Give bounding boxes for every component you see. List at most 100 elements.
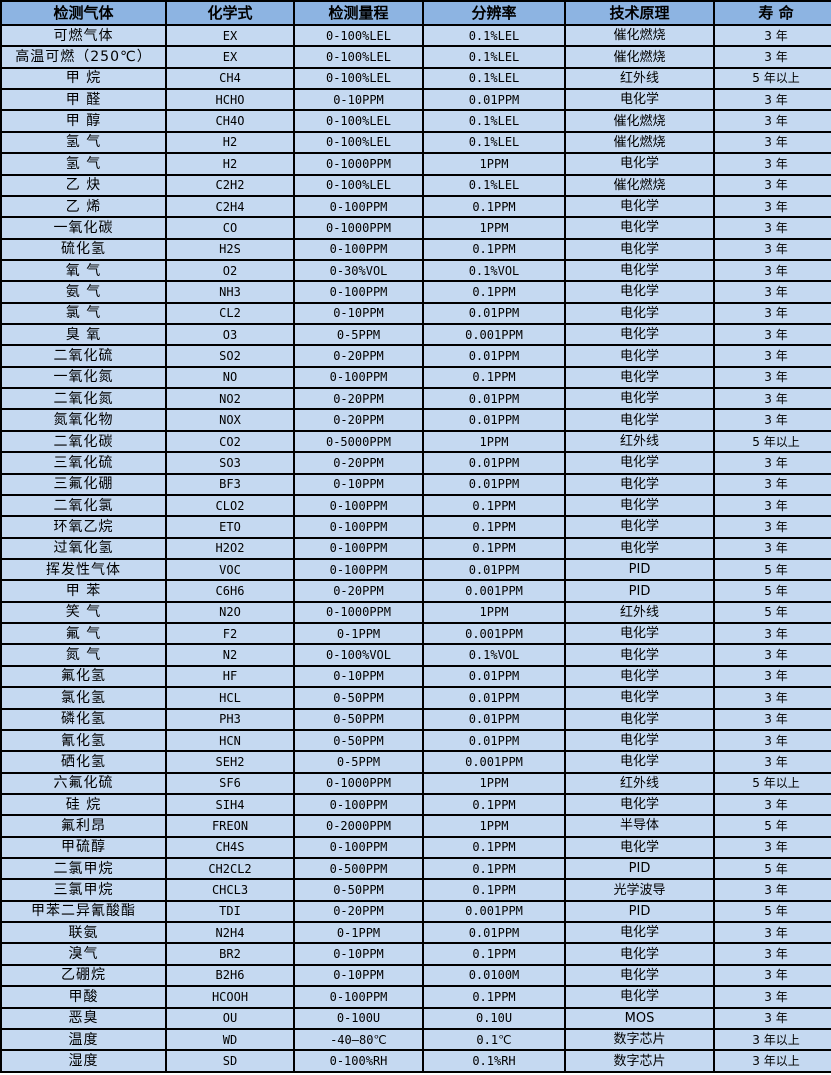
table-row: 二氯甲烷 CH2CL2 0-500PPM 0.1PPM PID 5 年: [0, 856, 831, 881]
cell-range: 0-50PPM: [293, 728, 424, 753]
table-row: 三氯甲烷 CHCL3 0-50PPM 0.1PPM 光学波导 3 年: [0, 878, 831, 902]
cell-resolution: 0.01PPM: [422, 387, 566, 411]
cell-gas_name: 磷化氢: [0, 707, 167, 731]
cell-principle: 催化燃烧: [564, 23, 715, 48]
cell-resolution: 0.1PPM: [422, 835, 566, 860]
cell-lifespan: 3 年: [713, 963, 831, 988]
cell-lifespan: 3 年: [713, 301, 831, 326]
cell-range: 0-10PPM: [293, 664, 424, 689]
cell-gas_name: 一氧化碳: [0, 216, 167, 240]
cell-principle: 红外线: [564, 429, 715, 454]
table-row: 湿度 SD 0-100%RH 0.1%RH 数字芯片 3 年以上: [0, 1049, 831, 1073]
cell-resolution: 0.01PPM: [422, 451, 566, 475]
cell-lifespan: 3 年: [713, 515, 831, 539]
cell-principle: 数字芯片: [564, 1049, 715, 1073]
cell-range: 0-1000PPM: [293, 771, 424, 795]
cell-principle: 电化学: [564, 921, 715, 945]
table-header: 检测气体 化学式 检测量程 分辨率 技术原理寿 命: [0, 0, 831, 26]
cell-gas_name: 氧 气: [0, 258, 167, 283]
cell-principle: 电化学: [564, 451, 715, 475]
cell-formula: SEH2: [165, 750, 295, 774]
table-row: 可燃气体 EX 0-100%LEL 0.1%LEL 催化燃烧 3 年: [0, 23, 831, 48]
cell-principle: PID: [564, 557, 715, 582]
cell-formula: VOC: [165, 557, 295, 582]
cell-principle: 光学波导: [564, 878, 715, 902]
cell-gas_name: 六氟化硫: [0, 771, 167, 795]
cell-principle: 电化学: [564, 365, 715, 390]
cell-resolution: 1PPM: [422, 814, 566, 838]
cell-formula: EX: [165, 23, 295, 48]
table-row: 氟利昂 FREON 0-2000PPM 1PPM 半导体 5 年: [0, 814, 831, 838]
cell-gas_name: 一氧化氮: [0, 365, 167, 390]
cell-gas_name: 笑 气: [0, 600, 167, 625]
table-row: 氢 气 H2 0-1000PPM 1PPM 电化学 3 年: [0, 152, 831, 176]
cell-principle: 电化学: [564, 792, 715, 817]
cell-range: 0-5PPM: [293, 750, 424, 774]
cell-principle: 电化学: [564, 493, 715, 518]
cell-principle: 电化学: [564, 387, 715, 411]
cell-lifespan: 3 年: [713, 45, 831, 69]
cell-gas_name: 硫化氢: [0, 237, 167, 261]
cell-gas_name: 三氟化硼: [0, 472, 167, 496]
cell-resolution: 0.01PPM: [422, 557, 566, 582]
cell-resolution: 0.1PPM: [422, 792, 566, 817]
cell-formula: N2O: [165, 600, 295, 625]
cell-formula: C2H4: [165, 194, 295, 219]
table-row: 恶臭 OU 0-100U 0.10U MOS 3 年: [0, 1006, 831, 1030]
cell-principle: 电化学: [564, 237, 715, 261]
cell-lifespan: 3 年: [713, 365, 831, 390]
cell-principle: 半导体: [564, 814, 715, 838]
cell-lifespan: 3 年: [713, 985, 831, 1009]
cell-range: 0-100PPM: [293, 493, 424, 518]
cell-resolution: 1PPM: [422, 429, 566, 454]
table-row: 二氧化氯 CLO2 0-100PPM 0.1PPM 电化学 3 年: [0, 493, 831, 518]
cell-gas_name: 过氧化氢: [0, 536, 167, 561]
cell-resolution: 0.001PPM: [422, 579, 566, 603]
cell-resolution: 1PPM: [422, 152, 566, 176]
cell-lifespan: 5 年以上: [713, 771, 831, 795]
table-row: 氯化氢 HCL 0-50PPM 0.01PPM 电化学 3 年: [0, 686, 831, 710]
table-row: 硫化氢 H2S 0-100PPM 0.1PPM 电化学 3 年: [0, 237, 831, 261]
table-row: 三氟化硼 BF3 0-10PPM 0.01PPM 电化学 3 年: [0, 472, 831, 496]
cell-range: 0-20PPM: [293, 344, 424, 368]
cell-range: -40—80℃: [293, 1027, 424, 1052]
table-row: 笑 气 N2O 0-1000PPM 1PPM 红外线 5 年: [0, 600, 831, 625]
cell-resolution: 1PPM: [422, 600, 566, 625]
cell-formula: OU: [165, 1006, 295, 1030]
cell-gas_name: 湿度: [0, 1049, 167, 1073]
cell-gas_name: 乙 炔: [0, 173, 167, 197]
cell-range: 0-100PPM: [293, 365, 424, 390]
cell-gas_name: 乙硼烷: [0, 963, 167, 988]
cell-formula: TDI: [165, 899, 295, 924]
cell-principle: 电化学: [564, 323, 715, 347]
cell-lifespan: 3 年: [713, 707, 831, 731]
cell-formula: C2H2: [165, 173, 295, 197]
cell-lifespan: 3 年: [713, 237, 831, 261]
cell-formula: CH4: [165, 66, 295, 91]
cell-lifespan: 5 年以上: [713, 66, 831, 91]
table-row: 甲 苯 C6H6 0-20PPM 0.001PPM PID 5 年: [0, 579, 831, 603]
cell-gas_name: 二氧化碳: [0, 429, 167, 454]
cell-formula: SO2: [165, 344, 295, 368]
cell-principle: 红外线: [564, 600, 715, 625]
cell-formula: CH4O: [165, 109, 295, 133]
cell-range: 0-50PPM: [293, 878, 424, 902]
cell-resolution: 0.0100M: [422, 963, 566, 988]
cell-formula: H2: [165, 130, 295, 155]
cell-gas_name: 溴气: [0, 942, 167, 966]
cell-formula: CH4S: [165, 835, 295, 860]
cell-formula: BR2: [165, 942, 295, 966]
cell-principle: 催化燃烧: [564, 109, 715, 133]
cell-lifespan: 5 年: [713, 856, 831, 881]
cell-lifespan: 3 年: [713, 451, 831, 475]
table-row: 臭 氧 O3 0-5PPM 0.001PPM 电化学 3 年: [0, 323, 831, 347]
cell-resolution: 0.1PPM: [422, 194, 566, 219]
cell-lifespan: 3 年: [713, 472, 831, 496]
cell-range: 0-10PPM: [293, 301, 424, 326]
cell-gas_name: 甲 烷: [0, 66, 167, 91]
cell-gas_name: 温度: [0, 1027, 167, 1052]
cell-gas_name: 可燃气体: [0, 23, 167, 48]
cell-range: 0-1000PPM: [293, 152, 424, 176]
table-row: 甲苯二异氰酸酯 TDI 0-20PPM 0.001PPM PID 5 年: [0, 899, 831, 924]
